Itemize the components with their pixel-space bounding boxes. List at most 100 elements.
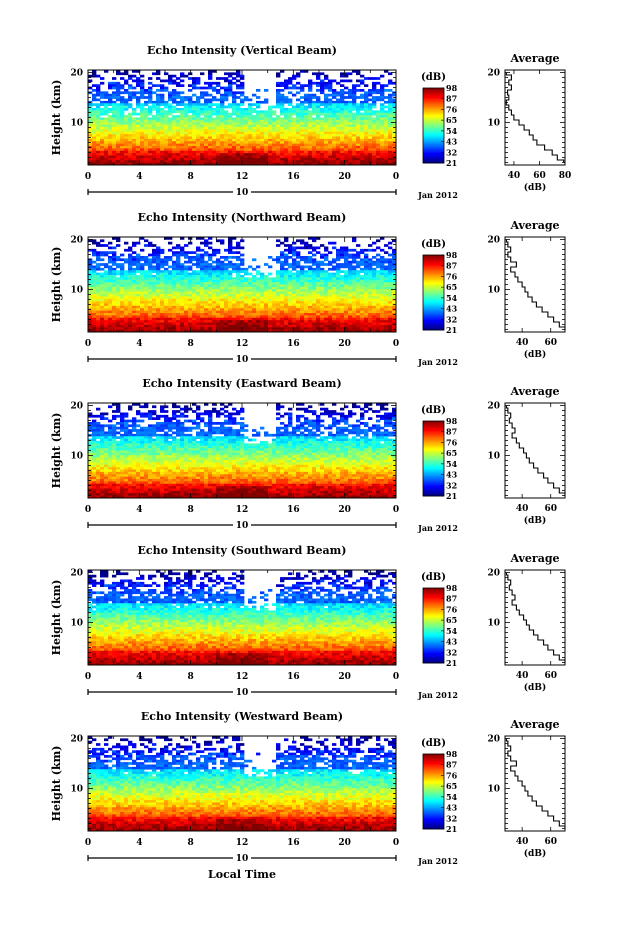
- heatmap-cell: [364, 305, 369, 309]
- heatmap-cell: [244, 162, 249, 166]
- heatmap-cell: [248, 305, 253, 309]
- heatmap-cell: [120, 298, 125, 302]
- heatmap-cell: [132, 317, 137, 321]
- heatmap-cell: [224, 77, 229, 80]
- heatmap-cell: [144, 150, 149, 154]
- heatmap-cell: [160, 282, 165, 285]
- heatmap-cell: [200, 294, 205, 297]
- heatmap-cell: [380, 275, 385, 278]
- heatmap-cell: [356, 320, 361, 323]
- heatmap-cell: [340, 291, 345, 295]
- heatmap-cell: [140, 324, 145, 328]
- heatmap-cell: [152, 310, 157, 314]
- heatmap-cell: [368, 308, 373, 311]
- heatmap-cell: [156, 248, 161, 252]
- heatmap-cell: [164, 315, 169, 319]
- heatmap-cell: [100, 77, 105, 80]
- heatmap-cell: [196, 103, 201, 106]
- day-label: 10: [236, 188, 249, 198]
- heatmap-cell: [360, 294, 365, 297]
- heatmap-cell: [312, 286, 317, 290]
- heatmap-cell: [116, 122, 121, 125]
- heatmap-cell: [388, 265, 393, 269]
- heatmap-cell: [360, 301, 365, 304]
- heatmap-cell: [192, 124, 197, 128]
- heatmap-cell: [280, 108, 285, 111]
- heatmap-cell: [216, 324, 221, 328]
- heatmap-cell: [188, 296, 193, 300]
- heatmap-cell: [272, 291, 277, 295]
- heatmap-cell: [256, 294, 261, 297]
- heatmap-cell: [296, 98, 301, 102]
- heatmap-cell: [344, 146, 349, 149]
- heatmap-cell: [272, 136, 277, 140]
- heatmap-cell: [380, 103, 385, 106]
- heatmap-cell: [168, 277, 173, 281]
- heatmap-cell: [196, 248, 201, 252]
- heatmap-cell: [188, 108, 193, 111]
- heatmap-cell: [196, 79, 201, 83]
- heatmap-cell: [368, 150, 373, 154]
- heatmap-cell: [164, 136, 169, 140]
- heatmap-cell: [124, 138, 129, 142]
- heatmap-cell: [240, 119, 245, 123]
- heatmap-cell: [356, 127, 361, 130]
- heatmap-cell: [112, 86, 117, 90]
- heatmap-cell: [204, 143, 209, 147]
- heatmap-cell: [216, 112, 221, 116]
- heatmap-cell: [140, 148, 145, 152]
- heatmap-cell: [176, 81, 181, 85]
- heatmap-cell: [292, 272, 297, 276]
- heatmap-cell: [128, 84, 133, 87]
- heatmap-cell: [164, 89, 169, 92]
- heatmap-cell: [272, 157, 277, 161]
- heatmap-cell: [144, 303, 149, 307]
- heatmap-cell: [280, 155, 285, 159]
- heatmap-cell: [376, 305, 381, 309]
- heatmap-cell: [324, 127, 329, 130]
- heatmap-cell: [284, 131, 289, 135]
- heatmap-cell: [116, 153, 121, 156]
- heatmap-cell: [376, 115, 381, 118]
- heatmap-cell: [140, 93, 145, 97]
- heatmap-cell: [356, 162, 361, 166]
- heatmap-cell: [128, 267, 133, 271]
- heatmap-cell: [200, 146, 205, 149]
- heatmap-cell: [172, 124, 177, 128]
- heatmap-cell: [116, 317, 121, 321]
- heatmap-cell: [92, 301, 97, 304]
- heatmap-cell: [240, 308, 245, 311]
- heatmap-cell: [260, 277, 265, 281]
- heatmap-cell: [296, 315, 301, 319]
- heatmap-cell: [196, 260, 201, 264]
- heatmap-cell: [144, 279, 149, 283]
- heatmap-cell: [128, 153, 133, 156]
- heatmap-cell: [348, 108, 353, 111]
- heatmap-cell: [88, 138, 93, 142]
- heatmap-cell: [380, 157, 385, 161]
- heatmap-cell: [344, 110, 349, 114]
- heatmap-cell: [88, 115, 93, 118]
- heatmap-cell: [108, 305, 113, 309]
- heatmap-cell: [92, 108, 97, 111]
- heatmap-cell: [324, 150, 329, 154]
- heatmap-cell: [328, 150, 333, 154]
- heatmap-cell: [316, 277, 321, 281]
- heatmap-cell: [248, 279, 253, 283]
- heatmap-cell: [216, 84, 221, 87]
- heatmap-cell: [392, 277, 397, 281]
- heatmap-cell: [364, 272, 369, 276]
- heatmap-cell: [196, 98, 201, 102]
- heatmap-cell: [136, 98, 141, 102]
- heatmap-cell: [388, 108, 393, 111]
- heatmap-cell: [208, 289, 213, 292]
- average-x-label: (dB): [524, 182, 546, 193]
- heatmap-cells: [88, 70, 397, 166]
- heatmap-cell: [100, 160, 105, 163]
- heatmap-cell: [156, 258, 161, 262]
- heatmap-cell: [256, 157, 261, 161]
- heatmap-cell: [292, 148, 297, 152]
- heatmap-cell: [268, 162, 273, 166]
- heatmap-cell: [152, 248, 157, 252]
- heatmap-cell: [256, 298, 261, 302]
